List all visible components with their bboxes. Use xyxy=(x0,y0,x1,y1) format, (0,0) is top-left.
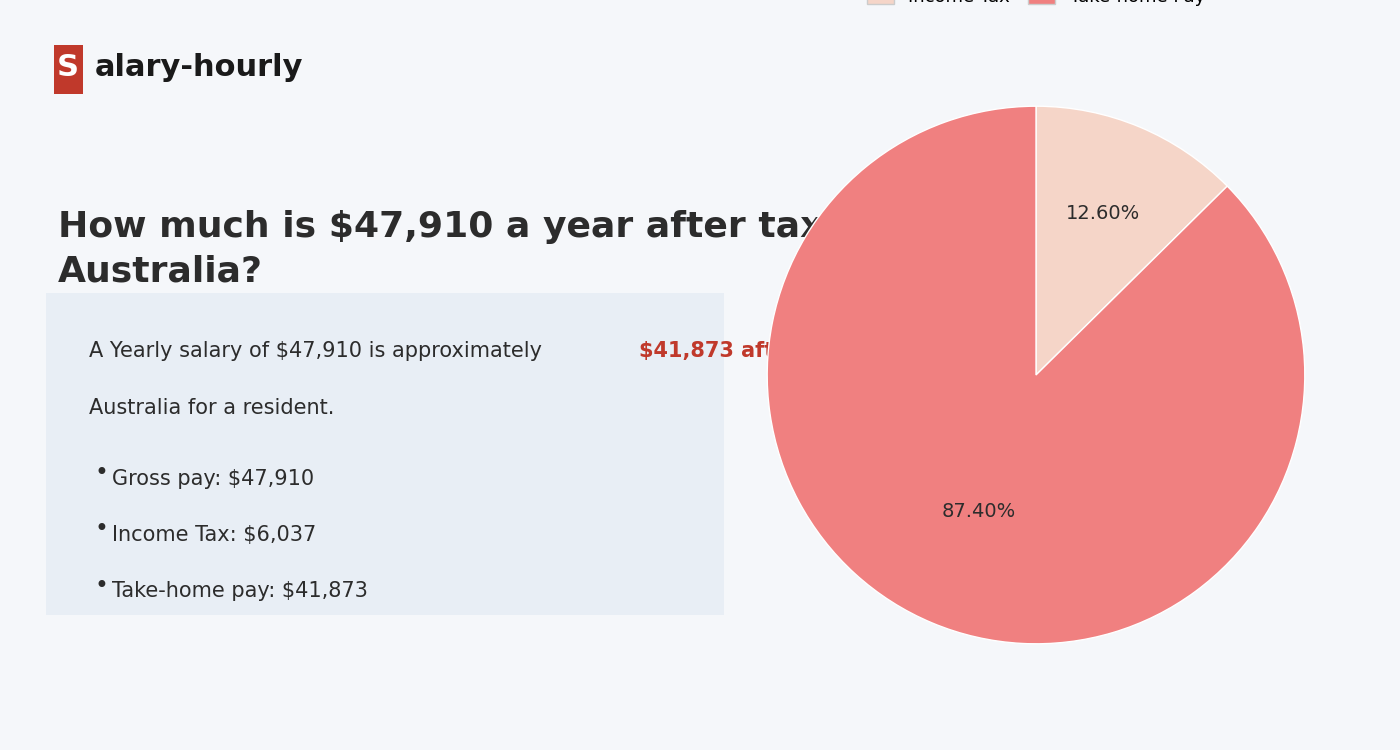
Text: Australia for a resident.: Australia for a resident. xyxy=(88,398,335,418)
Text: S: S xyxy=(57,53,78,82)
Text: 12.60%: 12.60% xyxy=(1067,204,1141,224)
FancyBboxPatch shape xyxy=(55,45,83,94)
Text: •: • xyxy=(95,518,109,542)
Wedge shape xyxy=(767,106,1305,644)
Text: in: in xyxy=(851,341,876,362)
Text: A Yearly salary of $47,910 is approximately: A Yearly salary of $47,910 is approximat… xyxy=(88,341,549,362)
Text: •: • xyxy=(95,461,109,485)
Wedge shape xyxy=(1036,106,1228,375)
Text: Income Tax: $6,037: Income Tax: $6,037 xyxy=(112,525,316,545)
FancyBboxPatch shape xyxy=(46,292,724,615)
Legend: Income Tax, Take-home Pay: Income Tax, Take-home Pay xyxy=(860,0,1212,13)
Text: $41,873 after tax: $41,873 after tax xyxy=(638,341,843,362)
Text: •: • xyxy=(95,574,109,598)
Text: 87.40%: 87.40% xyxy=(942,502,1016,521)
Text: Take-home pay: $41,873: Take-home pay: $41,873 xyxy=(112,581,368,602)
Text: alary-hourly: alary-hourly xyxy=(95,53,304,82)
Text: Gross pay: $47,910: Gross pay: $47,910 xyxy=(112,469,314,489)
Text: How much is $47,910 a year after tax in
Australia?: How much is $47,910 a year after tax in … xyxy=(57,210,874,289)
